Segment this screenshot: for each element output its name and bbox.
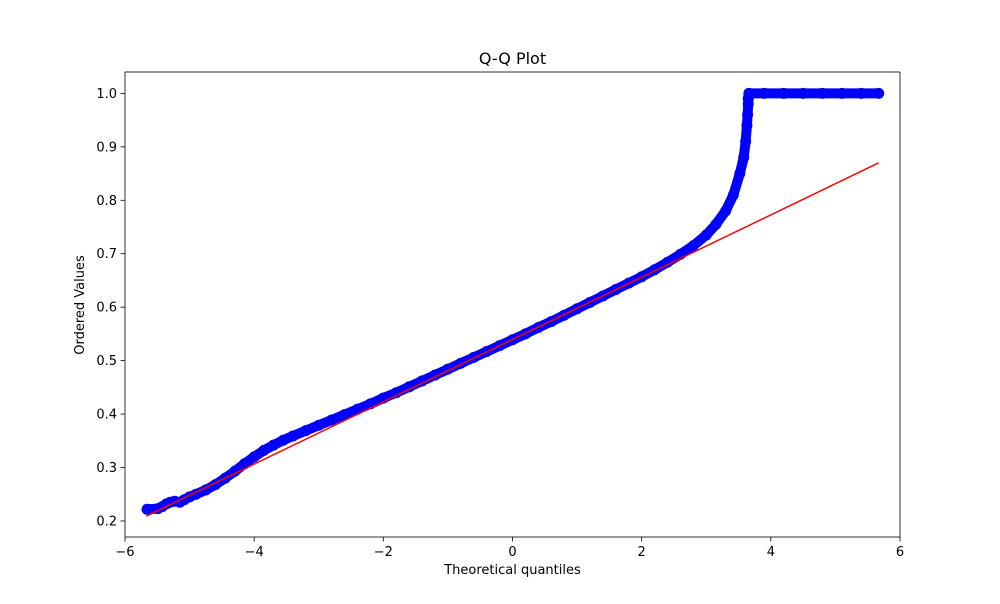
x-tick-label: 6 — [896, 545, 904, 560]
y-tick-label: 0.7 — [96, 247, 117, 262]
x-axis-ticks: −6 −4 −2 0 2 4 6 — [115, 537, 904, 560]
data-point — [873, 87, 885, 99]
y-axis-ticks: 0.2 0.3 0.4 0.5 0.6 0.7 0.8 0.9 1.0 — [96, 87, 125, 529]
x-tick-label: 2 — [638, 545, 646, 560]
y-tick-label: 0.4 — [96, 408, 117, 423]
x-axis-label: Theoretical quantiles — [443, 563, 581, 578]
x-tick-label: −2 — [374, 545, 393, 560]
plot-marks — [141, 87, 885, 517]
y-tick-label: 0.9 — [96, 140, 117, 155]
chart-title: Q-Q Plot — [479, 49, 546, 68]
x-tick-label: 4 — [767, 545, 775, 560]
y-tick-label: 0.5 — [96, 354, 117, 369]
y-tick-label: 0.8 — [96, 194, 117, 209]
x-tick-label: 0 — [508, 545, 516, 560]
y-tick-label: 1.0 — [96, 87, 117, 102]
y-tick-label: 0.6 — [96, 301, 117, 316]
x-tick-label: −6 — [115, 545, 134, 560]
x-tick-label: −4 — [245, 545, 264, 560]
y-tick-label: 0.2 — [96, 514, 117, 529]
y-axis-label: Ordered Values — [73, 255, 88, 355]
y-tick-label: 0.3 — [96, 461, 117, 476]
fit-line — [145, 162, 880, 517]
